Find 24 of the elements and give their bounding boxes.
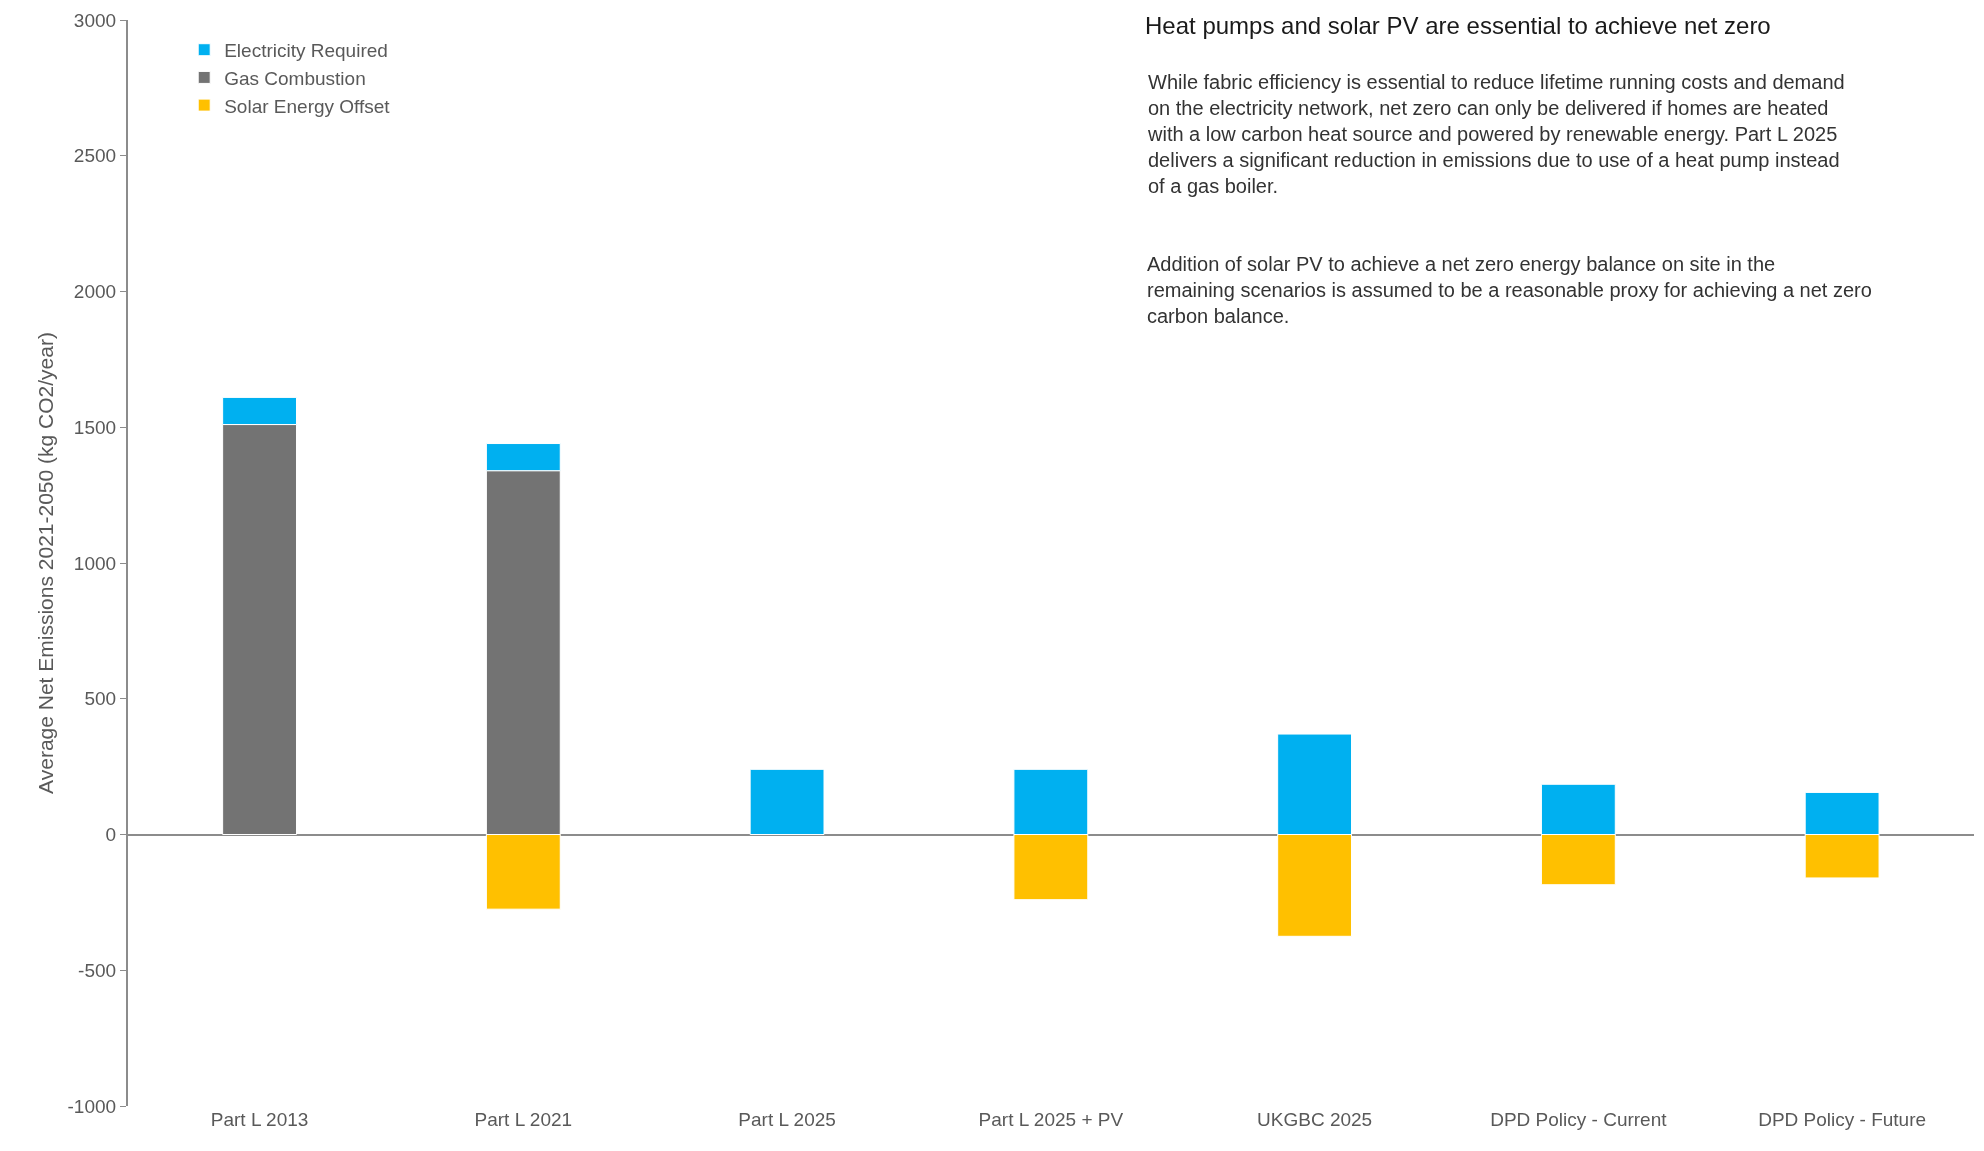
y-tick-label: 1000 — [73, 552, 117, 574]
annotation: While fabric efficiency is essential to reduce lifetime running costs and demand on the electricity network, net zero can only be delivered if homes are heated with a low carbon heat source and powered by renewable energy. Part L 2025 delivers a significant reduction in emissions due to use of a heat pump instead of a gas boiler. — [1147, 71, 1845, 197]
chart-title: Heat pumps and solar PV are essential to achieve net zero — [1145, 12, 1771, 40]
y-axis-title: Average Net Emissions 2021-2050 (kg CO2/year) — [34, 332, 58, 794]
x-tick-label: DPD Policy - Future — [1758, 1109, 1927, 1130]
y-tick-label: 2500 — [73, 145, 117, 167]
y-tick-label: -500 — [78, 959, 117, 981]
y-tick-label: 1500 — [73, 416, 117, 438]
y-tick-label: 3000 — [73, 9, 117, 31]
legend-label: Solar Energy Offset — [224, 95, 391, 117]
x-tick-label: Part L 2025 + PV — [978, 1109, 1124, 1130]
y-tick-label: 2000 — [73, 281, 117, 303]
legend-label: Gas Combustion — [224, 67, 366, 89]
y-tick-label: 0 — [105, 824, 117, 846]
legend-label: Electricity Required — [224, 40, 388, 62]
x-tick-label: UKGBC 2025 — [1257, 1109, 1373, 1130]
x-tick-label: Part L 2025 — [738, 1109, 836, 1130]
bar — [749, 768, 825, 835]
x-tick-label: DPD Policy - Current — [1490, 1109, 1668, 1130]
x-tick-label: Part L 2013 — [210, 1109, 309, 1130]
annotation: Addition of solar PV to achieve a net zero energy balance on site in the remaining scenarios is assumed to be a reasonable proxy for achieving a net zero carbon balance. — [1147, 253, 1872, 327]
x-tick-label: Part L 2021 — [474, 1109, 573, 1130]
y-tick-label: 500 — [84, 688, 117, 710]
y-tick-label: -1000 — [67, 1095, 117, 1117]
